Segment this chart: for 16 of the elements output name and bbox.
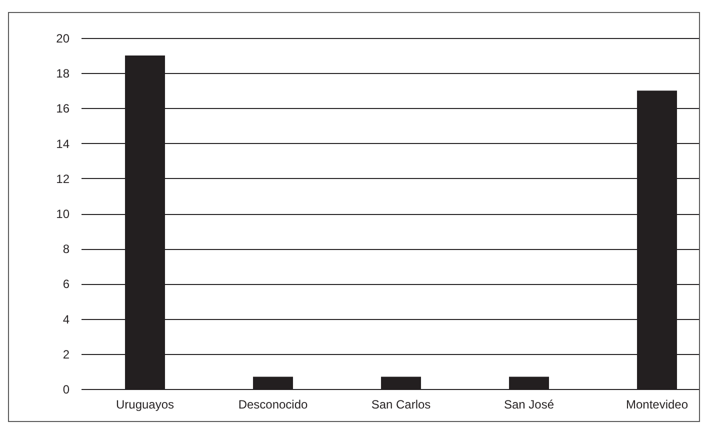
y-tick-label: 12 bbox=[56, 172, 70, 186]
y-tick-label: 10 bbox=[56, 207, 70, 221]
y-tick-label: 18 bbox=[56, 66, 70, 81]
x-tick-label: Uruguayos bbox=[116, 398, 174, 412]
y-tick-label: 14 bbox=[56, 136, 70, 151]
y-tick-label: 6 bbox=[62, 277, 70, 292]
y-tick-label: 2 bbox=[62, 347, 70, 362]
y-tick-label: 20 bbox=[56, 32, 70, 46]
y-tick-label: 8 bbox=[62, 242, 70, 256]
x-tick-label: San José bbox=[504, 398, 554, 412]
x-tick-label: Montevideo bbox=[626, 398, 688, 412]
x-tick-label: Desconocido bbox=[238, 398, 308, 412]
y-tick-label: 16 bbox=[56, 102, 70, 116]
y-tick-label: 0 bbox=[62, 382, 70, 396]
y-tick-label: 4 bbox=[62, 312, 70, 326]
x-tick-label: San Carlos bbox=[371, 398, 431, 412]
